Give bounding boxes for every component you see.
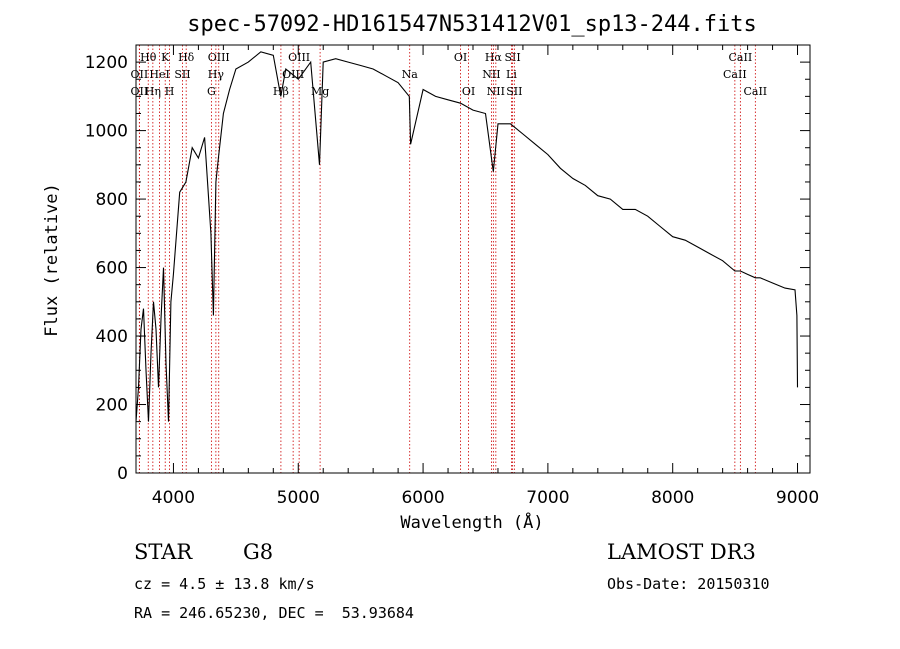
- y-tick-label: 1200: [85, 53, 128, 73]
- x-axis: 4000 5000 6000 7000 8000 9000: [152, 45, 819, 508]
- line-marker-label: NII: [487, 85, 505, 98]
- y-tick-label: 1000: [85, 122, 128, 142]
- line-marker-label: SII: [174, 68, 190, 81]
- line-marker-label: Hδ: [178, 51, 195, 64]
- line-marker-label: CaII: [743, 85, 767, 98]
- line-marker-label: CaII: [723, 68, 747, 81]
- line-marker-label: Hβ: [273, 85, 289, 98]
- x-tick-label: 4000: [152, 488, 195, 508]
- x-tick-label: 5000: [277, 488, 320, 508]
- line-marker-label: OIII: [208, 51, 230, 64]
- object-class: STAR: [134, 540, 193, 564]
- line-marker-label: Li: [506, 68, 517, 81]
- line-marker-label: Hη: [145, 85, 161, 98]
- line-marker-label: OI: [454, 51, 467, 64]
- line-marker-label: Hγ: [208, 68, 225, 81]
- redshift-cz: cz = 4.5 ± 13.8 km/s: [134, 575, 315, 593]
- x-tick-label: 7000: [526, 488, 569, 508]
- line-marker-label: Na: [402, 68, 419, 81]
- y-tick-label: 0: [117, 464, 128, 484]
- x-tick-label: 9000: [776, 488, 819, 508]
- y-tick-label: 200: [96, 396, 128, 416]
- y-axis: 0 200 400 600 800 1000 1200: [85, 44, 810, 484]
- x-tick-label: 6000: [401, 488, 444, 508]
- line-marker-label: CaII: [729, 51, 753, 64]
- line-marker-label: SII: [504, 51, 520, 64]
- line-marker-label: K: [161, 51, 170, 64]
- line-marker-label: OI: [462, 85, 475, 98]
- obs-date: Obs-Date: 20150310: [607, 575, 770, 593]
- survey-name: LAMOST DR3: [607, 540, 756, 564]
- y-tick-label: 800: [96, 190, 128, 210]
- plot-frame: [135, 44, 811, 474]
- line-marker-label: SII: [506, 85, 522, 98]
- subclass: G8: [243, 540, 274, 564]
- y-tick-label: 400: [96, 327, 128, 347]
- coordinates: RA = 246.65230, DEC = 53.93684: [134, 604, 414, 622]
- chart-title: spec-57092-HD161547N531412V01_sp13-244.f…: [187, 12, 757, 37]
- line-marker-label: NII: [482, 68, 500, 81]
- y-tick-label: 600: [96, 259, 128, 279]
- spectrum-series-line: [135, 51, 799, 422]
- line-marker-label: H: [165, 85, 175, 98]
- line-marker-label: Mg: [311, 85, 329, 98]
- y-axis-label: Flux (relative): [42, 183, 62, 337]
- x-tick-label: 8000: [651, 488, 694, 508]
- x-axis-label: Wavelength (Å): [400, 511, 543, 533]
- line-marker-label: Hα: [485, 51, 503, 64]
- line-marker-label: OIII: [288, 51, 310, 64]
- line-marker-label: G: [207, 85, 216, 98]
- line-marker-label: Hθ: [140, 51, 157, 64]
- line-marker-label: OII: [131, 85, 149, 98]
- line-marker-label: HeI: [149, 68, 169, 81]
